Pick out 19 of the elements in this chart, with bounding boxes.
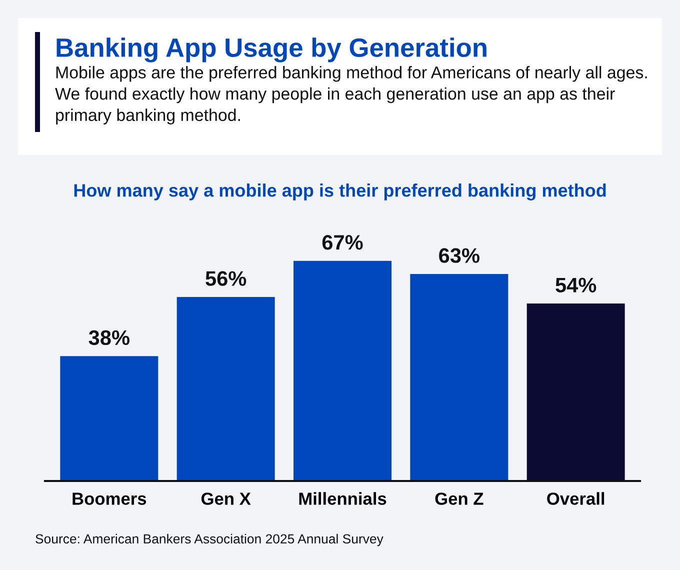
data-label: 67% [322,235,363,250]
bar [410,274,508,481]
chart-title: Banking App Usage by Generation [56,38,486,62]
data-label: 38% [88,330,130,346]
bar [526,304,625,481]
data-label: 54% [556,278,596,292]
bar [60,356,158,481]
text: How many say a mobile app is their preferred banking method [74,184,606,200]
x-tick-label: Gen X [201,492,251,505]
x-tick-label: Overall [547,492,604,505]
bar [176,296,275,481]
x-tick-label: Gen Z [435,492,484,505]
source-note: Source: American Bankers Association 2025 Annual Survey [36,534,384,546]
x-tick-label: Boomers [72,492,146,505]
data-label: 63% [439,248,480,263]
data-label: 56% [206,271,246,286]
bar [294,260,392,481]
chart-subtitle: Mobile apps are the preferred banking method for Americans of nearly all ages. We found exactly how many people in each generation use an app as their primary banking method. [55,66,647,124]
x-tick-label: Millennials [299,492,386,505]
